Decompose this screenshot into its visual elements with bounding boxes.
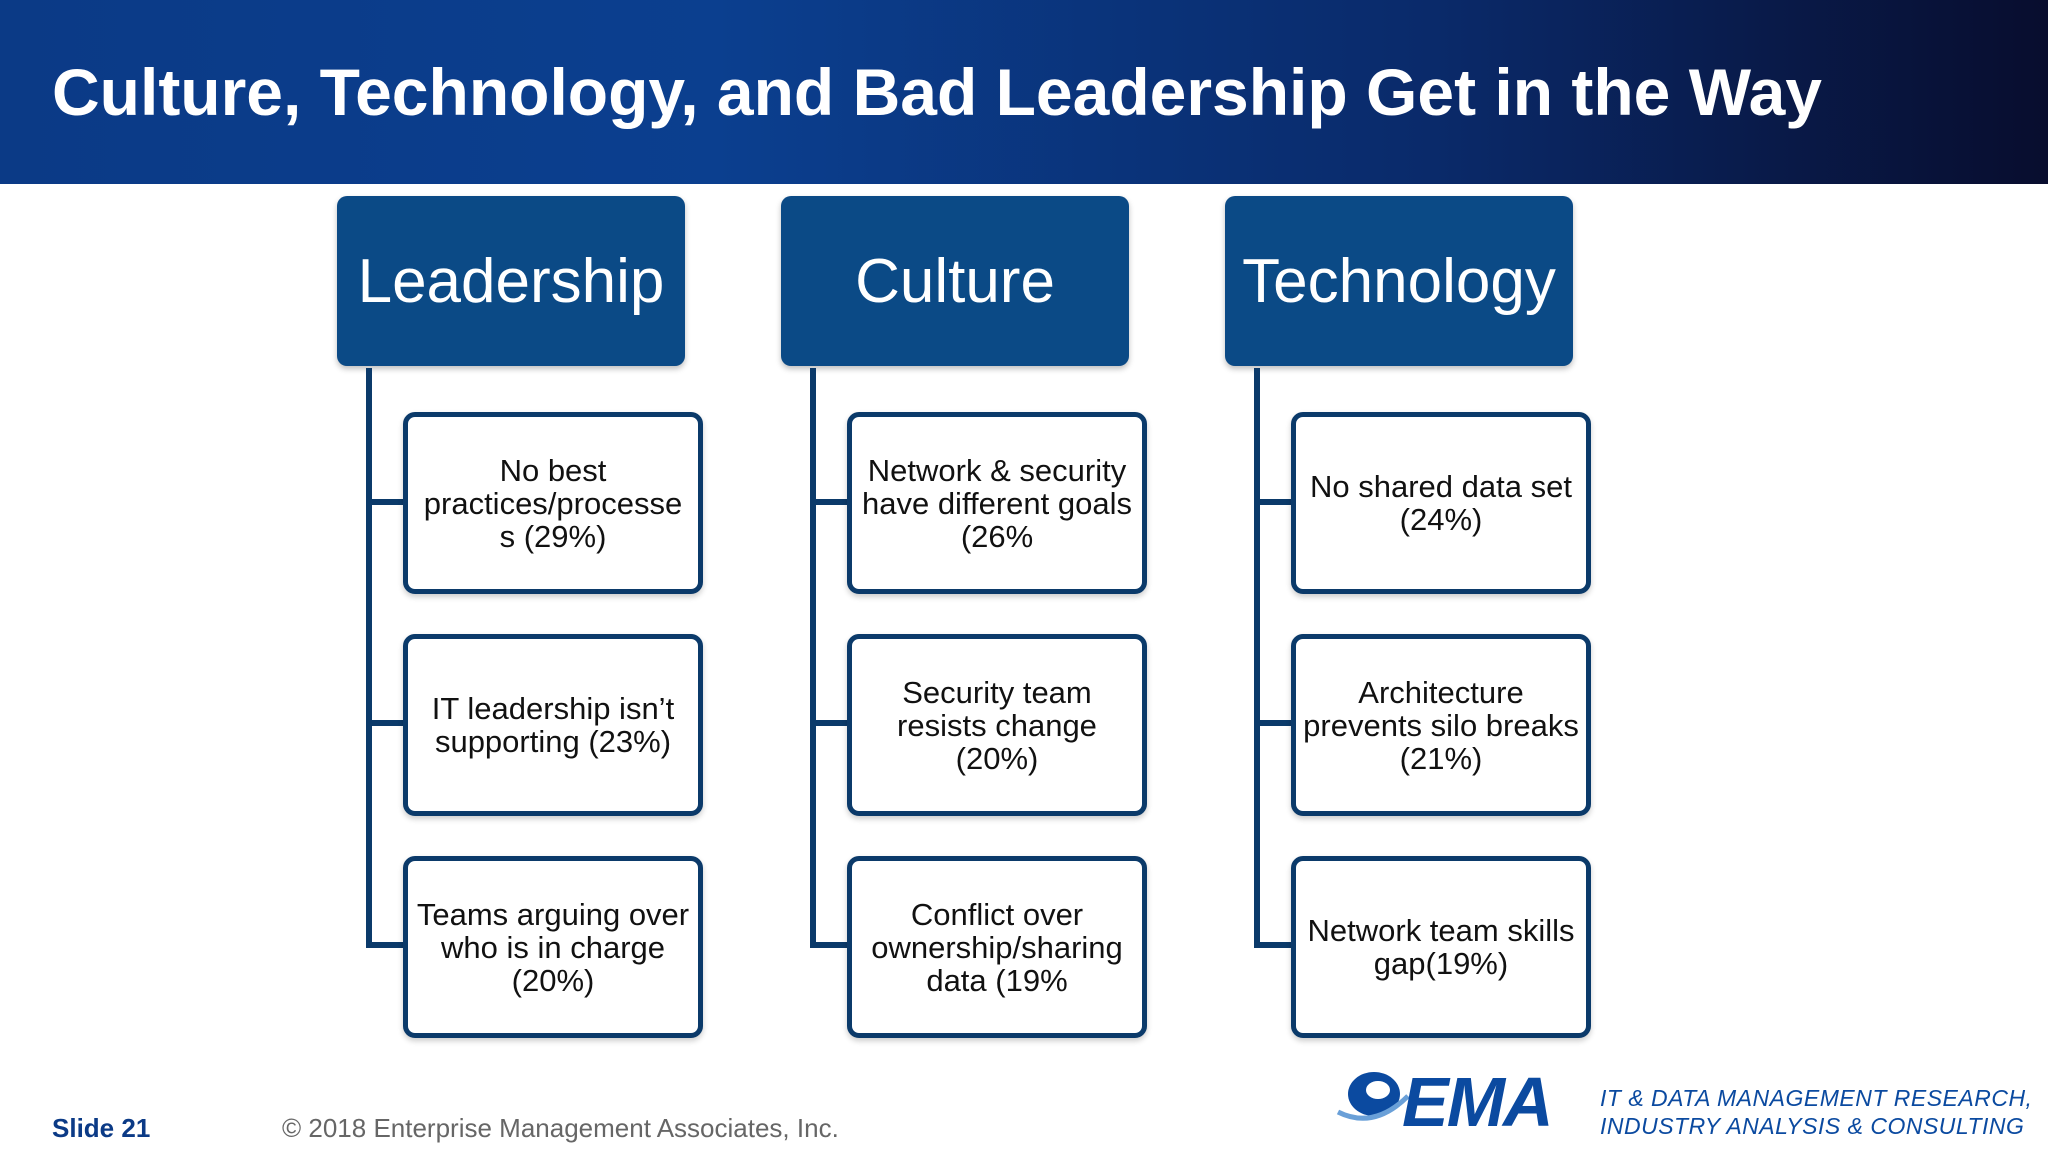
item-label: Architecture prevents silo breaks (21%) (1303, 674, 1579, 776)
ema-logo: EMA (1402, 1063, 1554, 1141)
culture-item-ownership-conflict: Conflict over ownership/sharing data (19… (847, 856, 1147, 1038)
leadership-item-teams-arguing: Teams arguing over who is in charge (20%… (403, 856, 703, 1038)
item-label: Conflict over ownership/sharing data (19… (871, 896, 1123, 998)
slide-number: Slide 21 (52, 1113, 151, 1143)
item-label: No shared data set (24%) (1310, 469, 1572, 537)
item-label: IT leadership isn’t supporting (23%) (431, 691, 675, 759)
category-leadership: Leadership (337, 196, 685, 366)
tree-branch (366, 720, 406, 726)
tagline-line-2: INDUSTRY ANALYSIS & CONSULTING (1600, 1113, 2025, 1139)
tree-trunk-technology (1254, 368, 1260, 948)
category-culture: Culture (781, 196, 1129, 366)
culture-item-different-goals: Network & security have different goals … (847, 412, 1147, 594)
item-label: Network team skills gap(19%) (1307, 913, 1575, 981)
tagline-line-1: IT & DATA MANAGEMENT RESEARCH, (1600, 1085, 2033, 1111)
tree-branch (810, 720, 850, 726)
tree-branch (1254, 942, 1294, 948)
copyright-notice: © 2018 Enterprise Management Associates,… (282, 1113, 839, 1143)
tree-branch (810, 942, 850, 948)
tree-branch (1254, 499, 1294, 505)
tree-trunk-culture (810, 368, 816, 948)
technology-item-skills-gap: Network team skills gap(19%) (1291, 856, 1591, 1038)
item-label: Teams arguing over who is in charge (20%… (416, 896, 690, 998)
tree-branch (1254, 720, 1294, 726)
item-label: Security team resists change (20%) (897, 674, 1097, 776)
leadership-item-best-practices: No best practices/processe s (29%) (403, 412, 703, 594)
leadership-item-it-support: IT leadership isn’t supporting (23%) (403, 634, 703, 816)
company-tagline: IT & DATA MANAGEMENT RESEARCH, INDUSTRY … (1600, 1084, 2032, 1140)
item-label: Network & security have different goals … (861, 452, 1132, 554)
ema-swoosh-icon (1336, 1072, 1410, 1121)
category-technology: Technology (1225, 196, 1573, 366)
technology-item-architecture: Architecture prevents silo breaks (21%) (1291, 634, 1591, 816)
slide-title: Culture, Technology, and Bad Leadership … (52, 55, 1822, 129)
tree-branch (366, 499, 406, 505)
technology-item-shared-data: No shared data set (24%) (1291, 412, 1591, 594)
title-banner: Culture, Technology, and Bad Leadership … (0, 0, 2048, 184)
tree-branch (810, 499, 850, 505)
culture-item-resists-change: Security team resists change (20%) (847, 634, 1147, 816)
tree-trunk-leadership (366, 368, 372, 948)
item-label: No best practices/processe s (29%) (423, 452, 683, 554)
tree-branch (366, 942, 406, 948)
